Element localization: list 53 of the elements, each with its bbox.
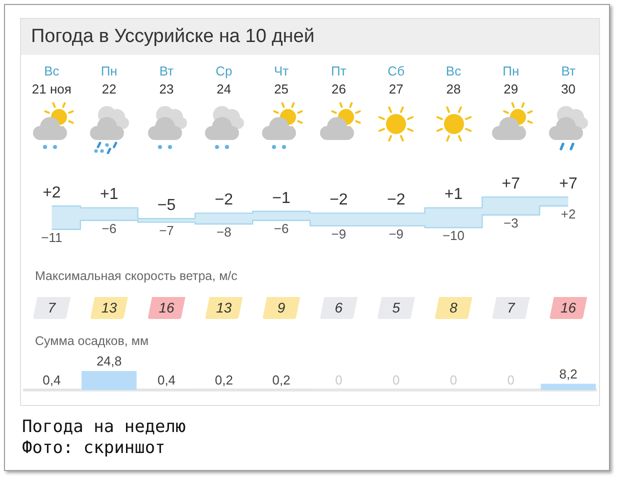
data-label: −9 [331,226,346,242]
data-label: +1 [444,186,463,204]
data-label: 16 [560,299,576,316]
data-label: 9 [277,299,286,316]
data-label: −6 [102,220,117,236]
x-tick-label: Чт 25 [274,64,289,97]
chart-title: Сумма осадков, мм [35,334,149,348]
text: Фото: скриншот [22,438,166,459]
data-label: 16 [158,299,174,316]
x-tick-label: Пт 26 [331,64,346,97]
x-tick-label: Пн 29 [502,64,520,97]
data-label: 0,4 [157,372,176,388]
data-label: 0,4 [42,372,61,388]
chart-title: Погода в Уссурийске на 10 дней [31,26,314,48]
x-tick-label: Вс 28 [446,64,462,97]
data-label: +2 [42,184,61,202]
bar [540,384,596,390]
data-label: 7 [48,299,57,316]
x-tick-label: Сб 27 [388,64,405,97]
data-label: −2 [330,192,348,209]
data-label: 8 [450,299,458,316]
data-label: +7 [559,175,578,192]
data-label: 13 [101,299,118,316]
x-tick-label: Вт 30 [561,64,576,97]
data-label: −10 [442,228,465,244]
data-label: 8,2 [559,366,578,382]
data-label: −3 [503,216,518,231]
data-label: 5 [392,299,400,316]
data-label: −5 [157,197,176,214]
data-label: +2 [560,206,576,222]
data-label: −7 [159,222,174,238]
data-label: −9 [388,226,404,242]
data-label: 13 [216,299,232,316]
data-label: −2 [386,192,406,209]
data-label: −1 [272,190,291,207]
data-label: −6 [274,220,289,236]
data-label: +1 [100,186,118,204]
x-tick-label: Вт 23 [159,64,174,97]
data-label: +7 [502,175,520,192]
data-label: 0,2 [272,372,290,388]
data-label: 6 [334,299,343,316]
x-tick-label: Ср 24 [216,64,232,97]
data-label: 0,2 [214,372,233,388]
data-label: 24,8 [96,354,122,369]
text: Погода на неделю [22,417,186,438]
x-tick-label: Вс 21 ноя [32,64,72,97]
bar [82,371,137,390]
text: Максимальная скорость ветра, м/с [35,269,238,283]
x-tick-label: Пн 22 [100,64,118,97]
data-label: −8 [216,224,232,240]
data-label: −11 [41,230,62,245]
data-label: 7 [507,299,516,316]
data-label: −2 [214,192,234,209]
